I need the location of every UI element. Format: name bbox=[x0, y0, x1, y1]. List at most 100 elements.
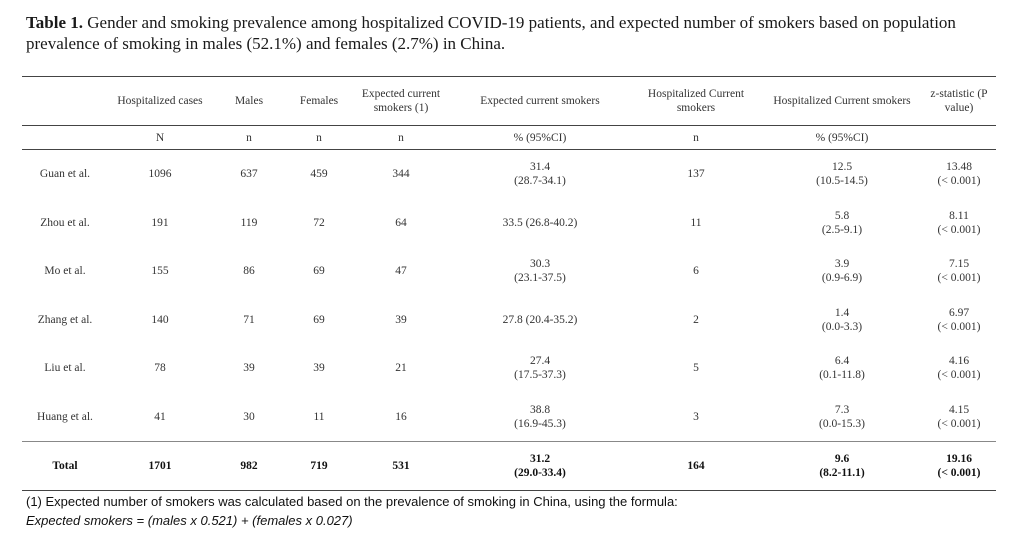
units-row: N n n n % (95%CI) n % (95%CI) bbox=[22, 125, 996, 150]
cell-cases: 191 bbox=[151, 216, 169, 229]
cell-interval: (17.5-37.3) bbox=[514, 369, 566, 382]
header-z-statistic: z-statistic (P value) bbox=[922, 76, 996, 126]
table-row: Liu et al. 78 39 39 21 27.4 (17.5-37.3) 5 6.4 (0.… bbox=[22, 344, 996, 393]
cell-expected-pct: 31.2 (29.0-33.4) bbox=[450, 441, 630, 491]
cell-expected-n: 64 bbox=[395, 216, 407, 229]
cell-expected-n: 39 bbox=[395, 313, 407, 326]
caption-text: Gender and smoking prevalence among hosp… bbox=[26, 13, 956, 53]
cell-study: Zhang et al. bbox=[37, 313, 93, 326]
cell-females: 459 bbox=[310, 168, 328, 181]
cell-expected-pct: 30.3 (23.1-37.5) bbox=[450, 247, 630, 296]
cell-study: Guan et al. bbox=[39, 168, 91, 181]
cell-hosp-n: 6 bbox=[693, 265, 699, 278]
cell-expected-n: 16 bbox=[395, 410, 407, 423]
cell-interval: (23.1-37.5) bbox=[514, 272, 566, 285]
cell-interval: (< 0.001) bbox=[937, 320, 981, 333]
cell-females: 719 bbox=[286, 441, 352, 491]
cell-males: 982 bbox=[212, 441, 286, 491]
cell-interval: (0.0-3.3) bbox=[821, 320, 863, 333]
cell-study: Total bbox=[22, 441, 108, 491]
unit-males: n bbox=[212, 125, 286, 150]
cell-value: 4.16 bbox=[948, 355, 970, 368]
cell-hosp-n: 2 bbox=[693, 313, 699, 326]
cell-cases: 140 bbox=[151, 313, 169, 326]
cell-expected-n: 344 bbox=[392, 168, 410, 181]
cell-expected-n: 21 bbox=[395, 362, 407, 375]
cell-value: 6.97 bbox=[948, 306, 970, 319]
table-row: Zhou et al. 191 119 72 64 33.5 (26.8-40.2) 11 5… bbox=[22, 199, 996, 248]
cell-cases: 155 bbox=[151, 265, 169, 278]
cell-males: 86 bbox=[243, 265, 255, 278]
cell-value: 6.4 bbox=[834, 355, 850, 368]
cell-z-statistic: 8.11 (< 0.001) bbox=[922, 199, 996, 248]
cell-interval: (< 0.001) bbox=[937, 417, 981, 430]
cell-males: 637 bbox=[240, 168, 258, 181]
unit-expected-pct: % (95%CI) bbox=[450, 125, 630, 150]
cell-interval: (2.5-9.1) bbox=[821, 223, 863, 236]
cell-males: 71 bbox=[243, 313, 255, 326]
unit-hosp-n: n bbox=[630, 125, 762, 150]
cell-hosp-n: 164 bbox=[630, 441, 762, 491]
cell-value: 3.9 bbox=[834, 258, 850, 271]
cell-hosp-n: 11 bbox=[690, 216, 702, 229]
unit-females: n bbox=[286, 125, 352, 150]
cell-interval: (28.7-34.1) bbox=[514, 175, 566, 188]
cell-z-statistic: 4.16 (< 0.001) bbox=[922, 344, 996, 393]
cell-study: Huang et al. bbox=[37, 410, 93, 423]
cell-value: 8.11 bbox=[949, 209, 969, 222]
table-caption: Table 1. Gender and smoking prevalence a… bbox=[26, 12, 986, 54]
unit-study bbox=[22, 125, 108, 150]
cell-value: 5.8 bbox=[834, 209, 850, 222]
cell-value: 27.4 bbox=[529, 355, 551, 368]
cell-value: 31.4 bbox=[529, 161, 551, 174]
unit-expected-n: n bbox=[352, 125, 450, 150]
header-expected-smokers-pct: Expected current smokers bbox=[450, 76, 630, 126]
cell-interval: (0.9-6.9) bbox=[821, 272, 863, 285]
cell-hosp-pct: 7.3 (0.0-15.3) bbox=[762, 393, 922, 442]
cell-interval: (0.0-15.3) bbox=[819, 417, 865, 430]
cell-study: Zhou et al. bbox=[40, 216, 90, 229]
cell-study: Liu et al. bbox=[44, 362, 86, 375]
cell-expected-pct: 27.8 (20.4-35.2) bbox=[450, 296, 630, 345]
cell-value: 38.8 bbox=[529, 403, 551, 416]
table-total-row: Total 1701 982 719 531 31.2 (29.0-33.4) 164 9.6 (… bbox=[22, 441, 996, 491]
table-row: Guan et al. 1096 637 459 344 31.4 (28.7-34.1) 1… bbox=[22, 150, 996, 199]
cell-hosp-n: 137 bbox=[687, 168, 705, 181]
cell-cases: 41 bbox=[154, 410, 166, 423]
cell-males: 119 bbox=[240, 216, 258, 229]
cell-expected-pct: 38.8 (16.9-45.3) bbox=[450, 393, 630, 442]
cell-females: 39 bbox=[313, 362, 325, 375]
header-hospitalized-cases: Hospitalized cases bbox=[108, 76, 212, 126]
cell-z-statistic: 19.16 (< 0.001) bbox=[922, 441, 996, 491]
cell-interval: (< 0.001) bbox=[937, 369, 981, 382]
cell-cases: 1096 bbox=[148, 168, 172, 181]
cell-interval: (10.5-14.5) bbox=[816, 175, 868, 188]
cell-interval: (0.1-11.8) bbox=[819, 369, 865, 382]
cell-value: 12.5 bbox=[831, 161, 853, 174]
cell-value: 1.4 bbox=[834, 306, 850, 319]
cell-interval: (< 0.001) bbox=[937, 223, 981, 236]
cell-cases: 78 bbox=[154, 362, 166, 375]
header-hospitalized-smokers-n: Hospitalized Current smokers bbox=[630, 76, 762, 126]
cell-value: 27.8 (20.4-35.2) bbox=[502, 313, 578, 326]
unit-hosp-pct: % (95%CI) bbox=[762, 125, 922, 150]
table-footnote: (1) Expected number of smokers was calcu… bbox=[26, 492, 996, 530]
cell-interval: (< 0.001) bbox=[937, 272, 981, 285]
cell-hosp-n: 5 bbox=[693, 362, 699, 375]
cell-expected-pct: 27.4 (17.5-37.3) bbox=[450, 344, 630, 393]
cell-value: 7.3 bbox=[834, 403, 850, 416]
header-females: Females bbox=[286, 76, 352, 126]
cell-study: Mo et al. bbox=[44, 265, 86, 278]
caption-label: Table 1. bbox=[26, 13, 84, 32]
cell-hosp-pct: 12.5 (10.5-14.5) bbox=[762, 150, 922, 199]
cell-interval: (< 0.001) bbox=[937, 467, 981, 479]
cell-value: 33.5 (26.8-40.2) bbox=[502, 216, 578, 229]
cell-value: 30.3 bbox=[529, 258, 551, 271]
cell-females: 72 bbox=[313, 216, 325, 229]
cell-interval: (< 0.001) bbox=[937, 175, 981, 188]
cell-interval: (8.2-11.1) bbox=[819, 467, 865, 479]
cell-cases: 1701 bbox=[108, 441, 212, 491]
cell-expected-pct: 33.5 (26.8-40.2) bbox=[450, 199, 630, 248]
cell-z-statistic: 4.15 (< 0.001) bbox=[922, 393, 996, 442]
cell-hosp-pct: 5.8 (2.5-9.1) bbox=[762, 199, 922, 248]
